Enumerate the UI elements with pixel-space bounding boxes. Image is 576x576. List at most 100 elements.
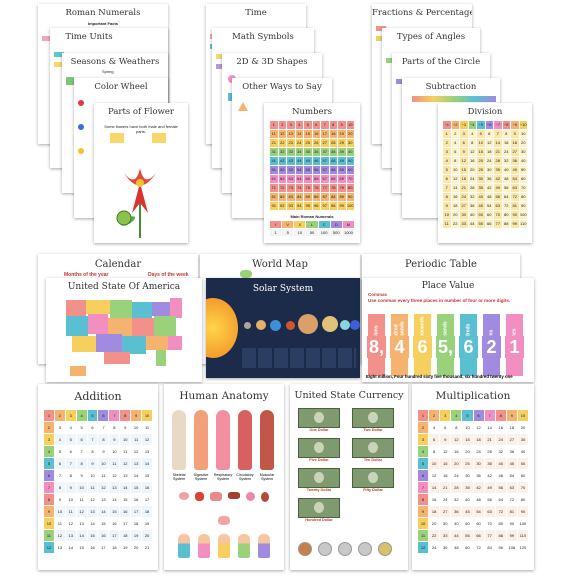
grid-cell: 46 xyxy=(312,157,320,165)
grid-cell: 13 xyxy=(87,506,98,517)
grid-cell: 17 xyxy=(131,506,142,517)
roman-value: 10 xyxy=(294,229,306,236)
poster-title: Human Anatomy xyxy=(179,390,269,402)
grid-cell: 64 xyxy=(495,494,506,505)
grid-cell: 10 xyxy=(477,139,485,147)
grid-cell: 7 xyxy=(87,434,98,445)
grid-cell: 76 xyxy=(312,184,320,192)
grid-cell: 56 xyxy=(484,494,495,505)
grid-cell: 20 xyxy=(346,130,354,138)
grid-cell: 18 xyxy=(142,506,152,517)
stomach-icon xyxy=(246,492,255,501)
grid-cell: 35 xyxy=(477,184,485,192)
roman-numeral: C xyxy=(318,221,330,228)
sun xyxy=(206,298,238,358)
commas-label: Commas xyxy=(368,292,388,297)
child-icon xyxy=(198,534,210,558)
bill-label: Five Dollar xyxy=(309,458,329,462)
grid-cell: 40 xyxy=(495,458,506,469)
grid-cell: 2 xyxy=(278,121,286,129)
grid-cell: 66 xyxy=(485,220,493,228)
poster-title: Other Ways to Say xyxy=(242,82,322,92)
grid-cell: 73 xyxy=(287,184,295,192)
grid-cell: 13 xyxy=(54,542,65,553)
grid-cell: 3 xyxy=(440,410,451,421)
grid-cell: 14 xyxy=(451,184,459,192)
grid-cell: 12 xyxy=(418,542,429,553)
grid-cell: 2 xyxy=(429,410,440,421)
grid-cell: 71 xyxy=(270,184,278,192)
grid-cell: 10 xyxy=(517,410,528,421)
grid-cell: 22 xyxy=(451,220,459,228)
grid-cell: ÷2 xyxy=(451,121,459,129)
grid-cell: 21 xyxy=(494,148,502,156)
dollar-bill xyxy=(298,498,340,518)
grid-cell: 8 xyxy=(495,410,506,421)
poster-division: Division ÷1 ÷2 ÷3 ÷4 ÷5 ÷6 ÷7 ÷8 ÷9 ÷10 1 2 3 4 5 6 7 8 9 1… xyxy=(438,103,532,243)
grid-cell: 14 xyxy=(429,482,440,493)
place-value-digit: 1 xyxy=(505,336,524,358)
grid-cell: 7 xyxy=(484,410,495,421)
grid-cell: 8 xyxy=(418,494,429,505)
planet-uranus xyxy=(340,320,350,330)
grid-cell: 99 xyxy=(511,220,519,228)
grid-cell: 18 xyxy=(429,506,440,517)
grid-cell: 27 xyxy=(460,202,468,210)
heart-icon xyxy=(195,492,204,501)
grid-cell: 24 xyxy=(495,434,506,445)
grid-cell: 54 xyxy=(295,166,303,174)
color-swatch xyxy=(396,79,406,84)
header-strip xyxy=(412,96,496,102)
grid-cell: 12 xyxy=(429,470,440,481)
grid-cell: 75 xyxy=(304,184,312,192)
lungs-icon xyxy=(210,492,222,501)
grid-cell: 90 xyxy=(511,211,519,219)
grid-cell: 3 xyxy=(287,121,295,129)
grid-cell: 14 xyxy=(131,470,142,481)
anatomy-figure xyxy=(216,410,230,470)
poster-solar-system: Solar System xyxy=(206,278,360,378)
grid-cell: 9 xyxy=(65,482,76,493)
grid-cell: 84 xyxy=(484,542,495,553)
grid-cell: 10 xyxy=(519,130,527,138)
roman-grid: I V X L C D M 1 5 10 50 100 500 1000 xyxy=(270,221,354,236)
grid-cell: 63 xyxy=(506,482,517,493)
grid-cell: 72 xyxy=(278,184,286,192)
grid-cell: 31 xyxy=(270,148,278,156)
anatomy-system-label: Respiratory System xyxy=(213,473,233,481)
grid-cell: 15 xyxy=(109,506,120,517)
poster-title: Division xyxy=(467,107,503,117)
grid-cell: 99 xyxy=(338,202,346,210)
grid-cell: 45 xyxy=(304,157,312,165)
poster-title: Roman Numerals xyxy=(65,8,141,18)
grid-cell: 45 xyxy=(462,506,473,517)
roman-footer: Main Roman Numerals xyxy=(290,214,334,219)
grid-cell: 45 xyxy=(511,166,519,174)
grid-cell: 25 xyxy=(462,458,473,469)
grid-cell: 99 xyxy=(506,530,517,541)
grid-cell: 110 xyxy=(519,220,527,228)
grid-cell: 7 xyxy=(494,130,502,138)
swatch-red xyxy=(78,100,84,106)
grid-cell: 36 xyxy=(440,542,451,553)
grid-cell: 16 xyxy=(429,494,440,505)
grid-cell: 8 xyxy=(87,446,98,457)
grid-cell: 96 xyxy=(495,542,506,553)
grid-cell: 1 xyxy=(270,121,278,129)
child-icon xyxy=(218,534,230,558)
grid-cell: 16 xyxy=(142,482,152,493)
grid-cell: 93 xyxy=(287,202,295,210)
flower-illustration xyxy=(116,168,156,238)
grid-cell: 81 xyxy=(270,193,278,201)
grid-cell: 4 xyxy=(418,446,429,457)
grid-cell: 20 xyxy=(131,542,142,553)
grid-cell: 54 xyxy=(485,202,493,210)
planet-mercury xyxy=(244,322,251,329)
grid-cell: 6 xyxy=(87,422,98,433)
grid-cell: 14 xyxy=(120,482,131,493)
poster-addition: Addition 1 2 3 4 5 6 7 8 9 10 2 3 4 5 6 7 8 9 10 11 3 4 5 6 7 8 9 1… xyxy=(38,384,158,570)
grid-cell: 98 xyxy=(329,202,337,210)
child-icon xyxy=(258,534,270,558)
grid-cell: 60 xyxy=(473,518,484,529)
grid-cell: 12 xyxy=(87,494,98,505)
